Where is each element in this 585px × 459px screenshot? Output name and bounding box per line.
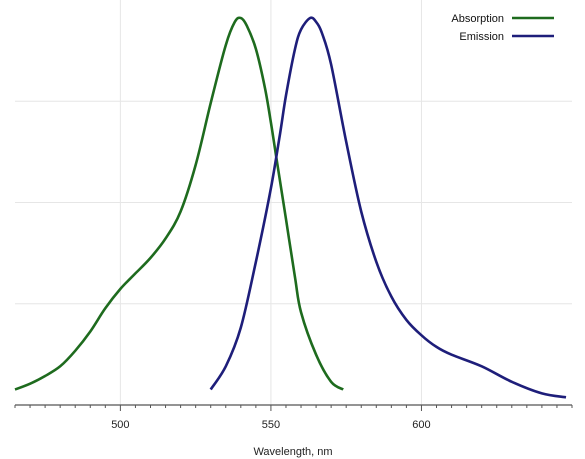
series-line-emission [209,16,567,399]
legend-label-absorption: Absorption [451,13,504,25]
x-axis: 500 550 600 [14,404,573,431]
legend-label-emission: Emission [459,31,504,43]
grid-layer [15,0,572,405]
x-axis-label: Wavelength, nm [253,446,332,458]
x-tick-label-550: 550 [262,419,280,431]
legend: Absorption Emission [451,13,554,43]
x-tick-label-500: 500 [111,419,129,431]
series-line-absorption [14,16,344,391]
series-layer [14,16,567,399]
x-tick-label-600: 600 [412,419,430,431]
